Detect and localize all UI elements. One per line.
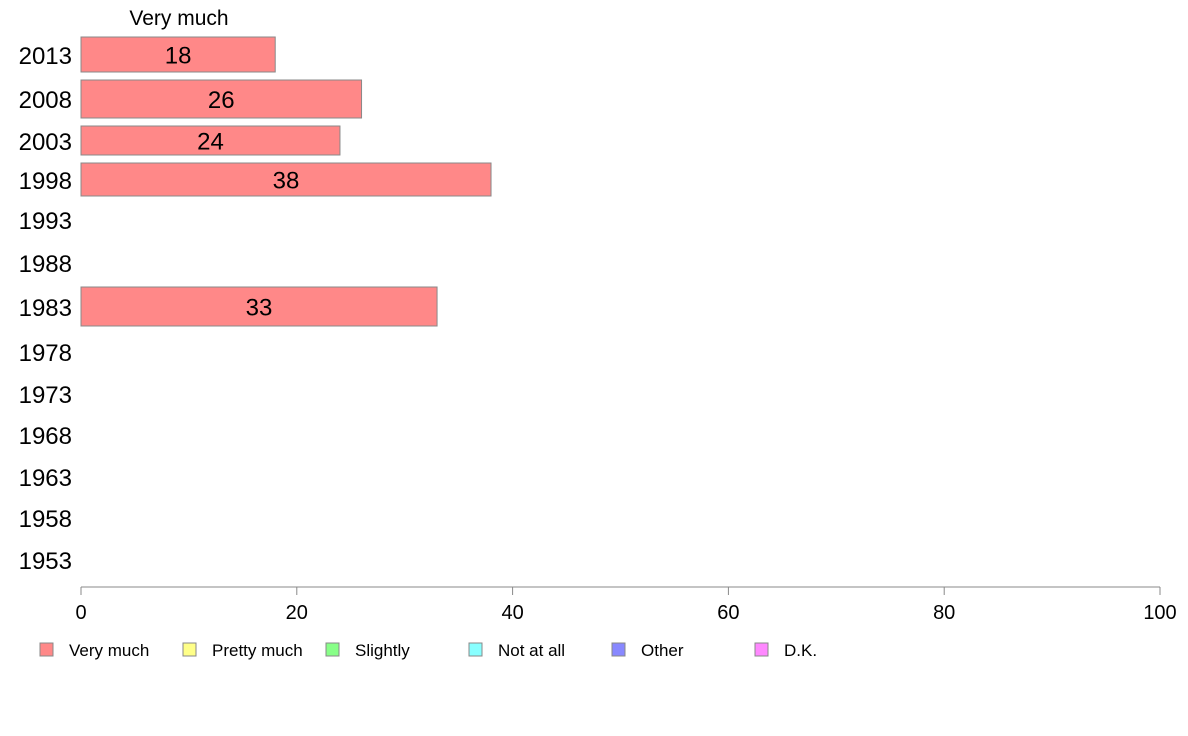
bar-value-label-2013: 18	[165, 43, 192, 70]
legend-swatch-pretty-much	[182, 642, 197, 657]
legend-swatch-not-at-all	[468, 642, 483, 657]
x-tick-label-40: 40	[501, 602, 523, 624]
x-axis: 0 20 40 60 80 100	[75, 586, 1177, 624]
year-label-1993: 1993	[19, 208, 72, 235]
year-label-2003: 2003	[19, 129, 72, 156]
x-tick-label-100: 100	[1143, 602, 1176, 624]
bars	[80, 36, 492, 327]
bar-value-label-1998: 38	[273, 168, 300, 195]
legend-label-very-much: Very much	[69, 641, 149, 660]
bar-labels: 18 26 24 38 33	[165, 43, 300, 322]
bar-2013	[80, 36, 276, 73]
bar-1983	[80, 286, 438, 327]
series-heading: Very much	[129, 7, 228, 30]
year-label-1988: 1988	[19, 251, 72, 278]
year-label-1983: 1983	[19, 295, 72, 322]
bar-value-label-2003: 24	[197, 129, 224, 156]
year-label-1963: 1963	[19, 465, 72, 492]
legend-label-not-at-all: Not at all	[498, 641, 565, 660]
year-label-1968: 1968	[19, 423, 72, 450]
legend-swatch-very-much	[39, 642, 54, 657]
legend-label-slightly: Slightly	[355, 641, 410, 660]
bar-2003	[80, 125, 341, 156]
year-labels: 2013 2008 2003 1998 1993 1988 1983 1978 1973 1968…	[19, 43, 72, 575]
legend-label-other: Other	[641, 641, 684, 660]
bar-2008	[80, 79, 363, 119]
legend-swatch-slightly	[325, 642, 340, 657]
bar-value-label-2008: 26	[208, 87, 235, 114]
x-tick-label-0: 0	[75, 602, 86, 624]
year-label-1998: 1998	[19, 168, 72, 195]
x-tick-label-80: 80	[933, 602, 955, 624]
legend-label-pretty-much: Pretty much	[212, 641, 303, 660]
year-label-1978: 1978	[19, 340, 72, 367]
bar-1998	[80, 162, 492, 197]
legend: Very much Pretty much Slightly Not at all Ot…	[39, 641, 817, 660]
year-label-1973: 1973	[19, 382, 72, 409]
legend-swatch-d-k	[754, 642, 769, 657]
x-tick-label-20: 20	[286, 602, 308, 624]
legend-label-d-k: D.K.	[784, 641, 817, 660]
year-label-2008: 2008	[19, 87, 72, 114]
year-label-1953: 1953	[19, 548, 72, 575]
year-label-1958: 1958	[19, 506, 72, 533]
x-tick-label-60: 60	[717, 602, 739, 624]
year-label-2013: 2013	[19, 43, 72, 70]
bar-value-label-1983: 33	[246, 295, 273, 322]
legend-swatch-other	[611, 642, 626, 657]
